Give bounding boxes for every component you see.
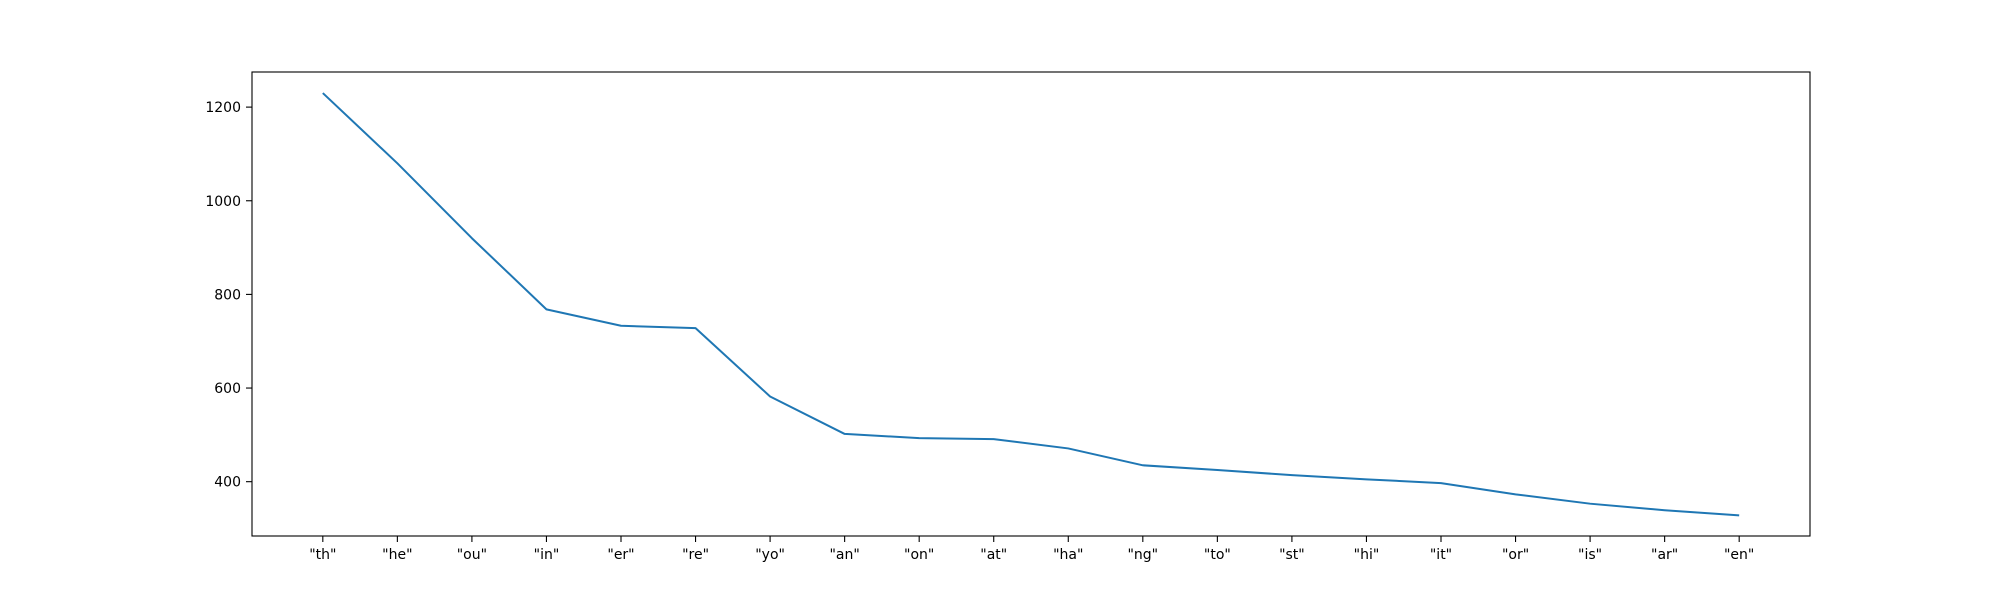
y-tick-label: 800 bbox=[214, 287, 241, 303]
y-tick-label: 1000 bbox=[205, 194, 241, 210]
x-tick-label: "ar" bbox=[1651, 547, 1678, 563]
plot-area: 400 600 800 1000 1200 "th" "he" "ou" "in" "er" "re… bbox=[205, 71, 1811, 563]
plot-frame bbox=[251, 71, 1811, 537]
series-line bbox=[322, 92, 1740, 517]
y-tick-label: 400 bbox=[214, 475, 241, 491]
x-tick-label: "hi" bbox=[1354, 547, 1380, 563]
x-tick-label: "in" bbox=[534, 547, 560, 563]
x-tick-label: "to" bbox=[1204, 547, 1231, 563]
x-tick-label: "he" bbox=[382, 547, 412, 563]
x-tick-label: "it" bbox=[1430, 547, 1452, 563]
x-tick-label: "ng" bbox=[1127, 547, 1158, 563]
x-tick-label: "or" bbox=[1502, 547, 1529, 563]
x-tick-label: "yo" bbox=[755, 547, 785, 563]
x-tick-label: "st" bbox=[1279, 547, 1305, 563]
x-tick-label: "at" bbox=[980, 547, 1007, 563]
x-tick-label: "an" bbox=[829, 547, 859, 563]
x-tick-label: "ou" bbox=[457, 547, 487, 563]
x-tick-label: "er" bbox=[607, 547, 634, 563]
x-tick-label: "is" bbox=[1578, 547, 1602, 563]
x-tick-label: "th" bbox=[309, 547, 336, 563]
x-tick-label: "en" bbox=[1724, 547, 1754, 563]
y-tick-label: 600 bbox=[214, 381, 241, 397]
x-tick-label: "ha" bbox=[1053, 547, 1083, 563]
x-tick-label: "re" bbox=[682, 547, 709, 563]
x-tick-label: "on" bbox=[904, 547, 934, 563]
y-tick-label: 1200 bbox=[205, 100, 241, 116]
